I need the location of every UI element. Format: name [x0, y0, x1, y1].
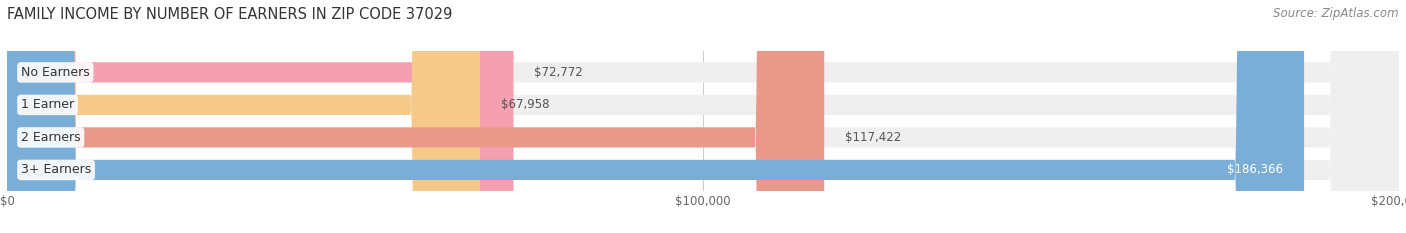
Text: $186,366: $186,366 — [1227, 163, 1284, 176]
FancyBboxPatch shape — [7, 0, 479, 233]
Text: 1 Earner: 1 Earner — [21, 98, 75, 111]
Text: $117,422: $117,422 — [845, 131, 901, 144]
FancyBboxPatch shape — [7, 0, 824, 233]
FancyBboxPatch shape — [7, 0, 513, 233]
FancyBboxPatch shape — [7, 0, 1399, 233]
Text: $72,772: $72,772 — [534, 66, 583, 79]
Text: 2 Earners: 2 Earners — [21, 131, 80, 144]
FancyBboxPatch shape — [7, 0, 1399, 233]
FancyBboxPatch shape — [7, 0, 1399, 233]
Text: 3+ Earners: 3+ Earners — [21, 163, 91, 176]
FancyBboxPatch shape — [7, 0, 1399, 233]
Text: Source: ZipAtlas.com: Source: ZipAtlas.com — [1274, 7, 1399, 20]
Text: $67,958: $67,958 — [501, 98, 550, 111]
FancyBboxPatch shape — [7, 0, 1305, 233]
Text: FAMILY INCOME BY NUMBER OF EARNERS IN ZIP CODE 37029: FAMILY INCOME BY NUMBER OF EARNERS IN ZI… — [7, 7, 453, 22]
Text: No Earners: No Earners — [21, 66, 90, 79]
